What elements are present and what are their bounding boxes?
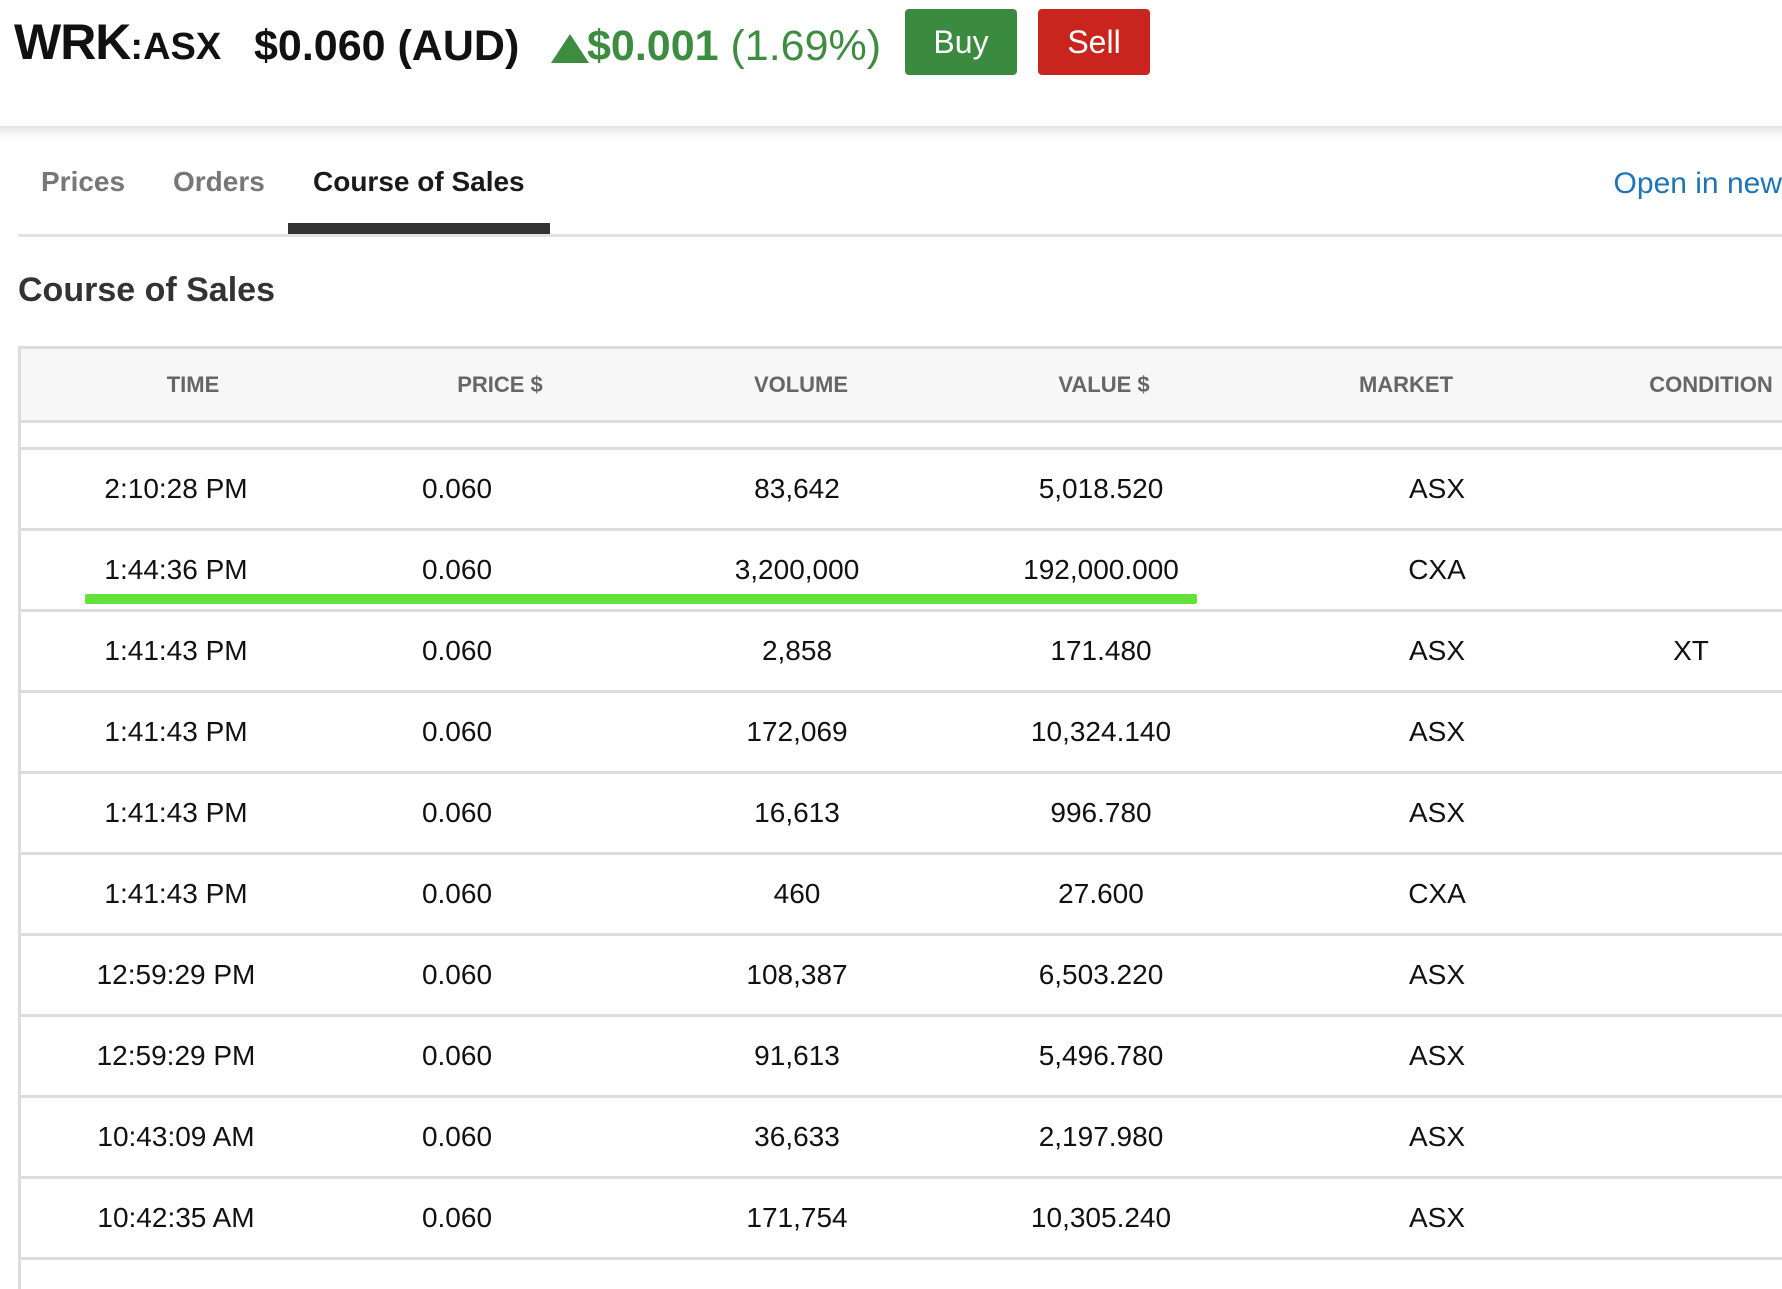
table-header: TIME PRICE $ VOLUME VALUE $ MARKET CONDI… xyxy=(21,349,1782,423)
cell-volume: 172,069 xyxy=(746,716,848,747)
column-header-time[interactable]: TIME xyxy=(166,372,220,397)
last-price: $0.060 (AUD) xyxy=(254,22,520,70)
cell-price: 0.060 xyxy=(421,716,493,747)
cell-time: 10:43:09 AM xyxy=(97,1121,255,1152)
cell-condition xyxy=(1591,1179,1782,1257)
table-row[interactable]: 1:41:43 PM 0.060 2,858 171.480 ASX XT xyxy=(21,612,1782,693)
cell-volume: 108,387 xyxy=(746,959,848,990)
cell-volume: 36,633 xyxy=(754,1121,840,1152)
cell-price: 0.060 xyxy=(421,473,493,504)
cell-market: ASX xyxy=(1408,1202,1466,1233)
cell-volume: 171,754 xyxy=(746,1202,848,1233)
cell-value: 6,503.220 xyxy=(1038,959,1164,990)
open-in-new-link[interactable]: Open in new xyxy=(1613,167,1782,200)
change-amount: $0.001 xyxy=(587,22,719,70)
quote-header: WRK:ASX $0.060 (AUD) $0.001 (1.69%) Buy … xyxy=(0,0,1782,126)
cell-value: 5,496.780 xyxy=(1038,1040,1164,1071)
cell-time: 1:41:43 PM xyxy=(104,797,248,828)
cell-time: 1:44:36 PM xyxy=(104,554,248,585)
cell-condition xyxy=(1591,936,1782,1014)
column-header-condition[interactable]: CONDITION xyxy=(1649,372,1773,397)
change-percent: (1.69%) xyxy=(730,22,882,70)
cell-price: 0.060 xyxy=(421,554,493,585)
cell-volume: 16,613 xyxy=(754,797,840,828)
cell-time: 10:42:35 AM xyxy=(97,1202,255,1233)
column-header-value[interactable]: VALUE $ xyxy=(1058,372,1150,397)
tab-course-of-sales[interactable]: Course of Sales xyxy=(313,166,525,197)
cell-time: 1:41:43 PM xyxy=(104,716,248,747)
buy-button[interactable]: Buy xyxy=(905,9,1017,75)
cell-price: 0.060 xyxy=(421,959,493,990)
tab-bar: Prices Orders Course of Sales Open in ne… xyxy=(18,140,1782,237)
table-spacer-row xyxy=(21,423,1782,450)
column-header-volume[interactable]: VOLUME xyxy=(753,372,849,397)
table-row[interactable]: 1:44:36 PM 0.060 3,200,000 192,000.000 CXA xyxy=(21,531,1782,612)
cell-volume: 460 xyxy=(773,878,821,909)
cell-condition xyxy=(1591,855,1782,933)
cell-value: 996.780 xyxy=(1050,797,1152,828)
cell-time: 2:10:28 PM xyxy=(104,473,248,504)
tab-orders[interactable]: Orders xyxy=(173,166,265,197)
cell-condition xyxy=(1591,1017,1782,1095)
cell-value: 10,324.140 xyxy=(1030,716,1172,747)
cell-condition xyxy=(1591,1098,1782,1176)
table-row[interactable]: 1:41:43 PM 0.060 16,613 996.780 ASX xyxy=(21,774,1782,855)
price-change: $0.001 (1.69%) xyxy=(551,18,881,74)
cell-market: ASX xyxy=(1408,959,1466,990)
cell-price: 0.060 xyxy=(421,1040,493,1071)
column-header-price[interactable]: PRICE $ xyxy=(457,372,543,397)
cell-value: 2,197.980 xyxy=(1038,1121,1164,1152)
cell-market: ASX xyxy=(1408,797,1466,828)
cell-value: 10,305.240 xyxy=(1030,1202,1172,1233)
cell-market: ASX xyxy=(1408,1040,1466,1071)
cell-time: 1:41:43 PM xyxy=(104,635,248,666)
cell-condition xyxy=(1591,450,1782,528)
cell-market: ASX xyxy=(1408,1121,1466,1152)
cell-value: 5,018.520 xyxy=(1038,473,1164,504)
cell-price: 0.060 xyxy=(421,1202,493,1233)
sell-button[interactable]: Sell xyxy=(1038,9,1150,75)
cell-market: ASX xyxy=(1408,716,1466,747)
header-divider xyxy=(0,126,1782,140)
cell-price: 0.060 xyxy=(421,1121,493,1152)
cell-price: 0.060 xyxy=(421,635,493,666)
cell-market: ASX xyxy=(1408,473,1466,504)
cell-market: ASX xyxy=(1408,635,1466,666)
cell-condition xyxy=(1591,693,1782,771)
cell-value: 27.600 xyxy=(1058,878,1144,909)
course-of-sales-table: TIME PRICE $ VOLUME VALUE $ MARKET CONDI… xyxy=(18,346,1782,1289)
table-row[interactable]: 12:59:29 PM 0.060 91,613 5,496.780 ASX xyxy=(21,1017,1782,1098)
cell-time: 1:41:43 PM xyxy=(104,878,248,909)
ticker-symbol: WRK:ASX xyxy=(14,12,221,77)
cell-volume: 83,642 xyxy=(754,473,840,504)
exchange-code: :ASX xyxy=(130,26,222,68)
table-row[interactable]: 10:43:09 AM 0.060 36,633 2,197.980 ASX xyxy=(21,1098,1782,1179)
cell-condition xyxy=(1591,774,1782,852)
cell-volume: 2,858 xyxy=(761,635,833,666)
up-triangle-icon xyxy=(551,34,589,63)
tab-prices[interactable]: Prices xyxy=(41,166,126,197)
column-header-market[interactable]: MARKET xyxy=(1358,372,1454,397)
ticker-code: WRK xyxy=(14,14,131,70)
table-row[interactable]: 12:59:29 PM 0.060 108,387 6,503.220 ASX xyxy=(21,936,1782,1017)
cell-value: 171.480 xyxy=(1050,635,1152,666)
cell-market: CXA xyxy=(1408,878,1466,909)
cell-condition: XT xyxy=(1673,635,1709,666)
table-row[interactable]: 1:41:43 PM 0.060 460 27.600 CXA xyxy=(21,855,1782,936)
table-row[interactable]: 1:41:43 PM 0.060 172,069 10,324.140 ASX xyxy=(21,693,1782,774)
cell-volume: 91,613 xyxy=(754,1040,840,1071)
cell-time: 12:59:29 PM xyxy=(96,959,256,990)
cell-market: CXA xyxy=(1408,554,1466,585)
cell-time: 12:59:29 PM xyxy=(96,1040,256,1071)
cell-price: 0.060 xyxy=(421,797,493,828)
table-row[interactable]: 2:10:28 PM 0.060 83,642 5,018.520 ASX xyxy=(21,450,1782,531)
active-tab-indicator xyxy=(288,223,550,234)
cell-price: 0.060 xyxy=(421,878,493,909)
cell-value: 192,000.000 xyxy=(1023,554,1179,585)
table-row[interactable]: 10:42:35 AM 0.060 171,754 10,305.240 ASX xyxy=(21,1179,1782,1260)
cell-volume: 3,200,000 xyxy=(734,554,860,585)
cell-condition xyxy=(1591,531,1782,609)
section-title: Course of Sales xyxy=(18,271,275,309)
highlight-underline xyxy=(85,594,1197,604)
